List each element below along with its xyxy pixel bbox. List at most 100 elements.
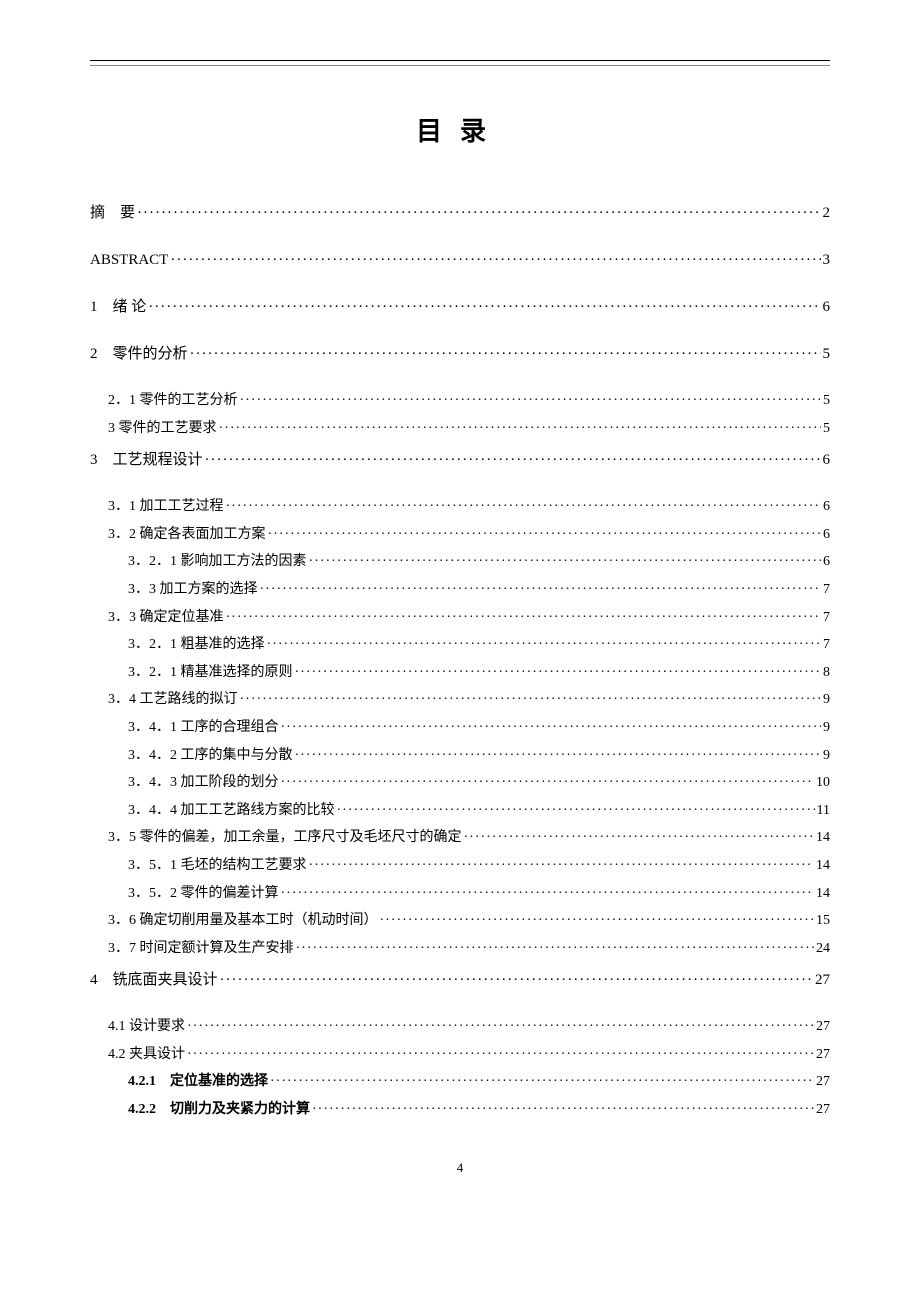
toc-leader-dots [226, 497, 822, 517]
toc-entry: 2 零件的分析 5 [90, 344, 830, 365]
toc-label: 4.2 夹具设计 [108, 1045, 185, 1065]
toc-entry: ABSTRACT 3 [90, 250, 830, 271]
toc-entry: 3．4．1 工序的合理组合9 [90, 718, 830, 738]
toc-label: 3．2．1 粗基准的选择 [128, 635, 265, 655]
toc-leader-dots [270, 1072, 814, 1092]
toc-entry: 3．4．2 工序的集中与分散 9 [90, 746, 830, 766]
toc-entry: 3．2．1 影响加工方法的因素6 [90, 552, 830, 572]
toc-leader-dots [380, 911, 815, 931]
toc-page-number: 27 [816, 1100, 830, 1120]
toc-label: 3．2 确定各表面加工方案 [108, 525, 266, 545]
toc-leader-dots [281, 718, 822, 738]
toc-leader-dots [337, 801, 815, 821]
toc-page-number: 6 [823, 297, 831, 318]
toc-entry: 3．2．1 精基准选择的原则 8 [90, 663, 830, 683]
toc-label: 3．4．2 工序的集中与分散 [128, 746, 293, 766]
toc-entry: 4.1 设计要求27 [90, 1017, 830, 1037]
toc-leader-dots [281, 773, 815, 793]
toc-entry: 3．6 确定切削用量及基本工时（机动时间）15 [90, 911, 830, 931]
toc-label: 3．4．4 加工工艺路线方案的比较 [128, 801, 335, 821]
toc-entry: 3．4．3 加工阶段的划分10 [90, 773, 830, 793]
header-rule-thick [90, 60, 830, 61]
toc-page-number: 8 [823, 663, 830, 683]
toc-page-number: 24 [816, 939, 830, 959]
toc-entry: 3．3 确定定位基准7 [90, 608, 830, 628]
toc-entry: 4.2.2 切削力及夹紧力的计算 27 [90, 1100, 830, 1120]
toc-label: 3．5 零件的偏差，加工余量，工序尺寸及毛坯尺寸的确定 [108, 828, 462, 848]
toc-label: 4.1 设计要求 [108, 1017, 185, 1037]
toc-leader-dots [187, 1017, 814, 1037]
toc-entry: 2．1 零件的工艺分析5 [90, 391, 830, 411]
toc-page-number: 9 [823, 746, 830, 766]
toc-leader-dots [220, 970, 813, 991]
toc-entry: 3．1 加工工艺过程6 [90, 497, 830, 517]
toc-label: 1 绪 论 [90, 297, 146, 318]
toc-leader-dots [309, 856, 815, 876]
toc-entry: 3．2．1 粗基准的选择7 [90, 635, 830, 655]
toc-entry: 3．5 零件的偏差，加工余量，工序尺寸及毛坯尺寸的确定14 [90, 828, 830, 848]
toc-page-number: 6 [823, 450, 831, 471]
toc-leader-dots [187, 1045, 814, 1065]
toc-label: 2 零件的分析 [90, 344, 188, 365]
toc-page-number: 3 [823, 250, 831, 271]
toc-entry: 3．4 工艺路线的拟订 9 [90, 690, 830, 710]
toc-entry: 4 铣底面夹具设计 27 [90, 970, 830, 991]
toc-label: 3．2．1 影响加工方法的因素 [128, 552, 307, 572]
toc-entry: 3．4．4 加工工艺路线方案的比较 11 [90, 801, 830, 821]
toc-leader-dots [137, 203, 820, 224]
toc-leader-dots [281, 884, 815, 904]
toc-label: 3．5．1 毛坯的结构工艺要求 [128, 856, 307, 876]
toc-page-number: 5 [823, 419, 830, 439]
toc-leader-dots [205, 450, 821, 471]
toc-label: 4.2.1 定位基准的选择 [128, 1072, 268, 1092]
toc-entry: 3．7 时间定额计算及生产安排 24 [90, 939, 830, 959]
toc-label: 3．3 加工方案的选择 [128, 580, 258, 600]
toc-leader-dots [296, 939, 815, 959]
toc-leader-dots [268, 525, 822, 545]
toc-entry: 1 绪 论 6 [90, 297, 830, 318]
toc-leader-dots [190, 344, 821, 365]
toc-leader-dots [148, 297, 820, 318]
toc-leader-dots [309, 552, 822, 572]
toc-page-number: 9 [823, 690, 830, 710]
toc-label: 4 铣底面夹具设计 [90, 970, 218, 991]
toc-label: 3 工艺规程设计 [90, 450, 203, 471]
toc-label: 2．1 零件的工艺分析 [108, 391, 238, 411]
toc-label: 3．2．1 精基准选择的原则 [128, 663, 293, 683]
toc-label: 摘 要 [90, 203, 135, 224]
toc-page-number: 27 [816, 1045, 830, 1065]
table-of-contents: 摘 要2ABSTRACT31 绪 论62 零件的分析52．1 零件的工艺分析53… [90, 203, 830, 1120]
toc-entry: 3 零件的工艺要求5 [90, 419, 830, 439]
toc-leader-dots [312, 1100, 814, 1120]
toc-leader-dots [295, 663, 822, 683]
toc-page-number: 27 [815, 970, 830, 991]
toc-entry: 3．5．1 毛坯的结构工艺要求 14 [90, 856, 830, 876]
toc-leader-dots [295, 746, 822, 766]
toc-label: 4.2.2 切削力及夹紧力的计算 [128, 1100, 310, 1120]
toc-page-number: 5 [823, 344, 831, 365]
toc-leader-dots [226, 608, 822, 628]
toc-label: 3．1 加工工艺过程 [108, 497, 224, 517]
toc-page-number: 14 [816, 856, 830, 876]
toc-label: ABSTRACT [90, 250, 168, 271]
toc-page-number: 7 [823, 608, 830, 628]
toc-entry: 4.2 夹具设计 27 [90, 1045, 830, 1065]
toc-page-number: 10 [816, 773, 830, 793]
toc-label: 3．5．2 零件的偏差计算 [128, 884, 279, 904]
toc-entry: 3．5．2 零件的偏差计算 14 [90, 884, 830, 904]
toc-page-number: 11 [817, 801, 830, 821]
toc-leader-dots [170, 250, 820, 271]
page-title: 目录 [90, 111, 830, 148]
toc-entry: 3．3 加工方案的选择 7 [90, 580, 830, 600]
toc-page-number: 14 [816, 884, 830, 904]
toc-page-number: 7 [823, 580, 830, 600]
toc-entry: 3 工艺规程设计 6 [90, 450, 830, 471]
toc-leader-dots [260, 580, 822, 600]
toc-leader-dots [240, 690, 822, 710]
toc-page-number: 27 [816, 1072, 830, 1092]
toc-entry: 3．2 确定各表面加工方案6 [90, 525, 830, 545]
toc-leader-dots [464, 828, 815, 848]
toc-leader-dots [267, 635, 822, 655]
toc-label: 3．4 工艺路线的拟订 [108, 690, 238, 710]
toc-label: 3．7 时间定额计算及生产安排 [108, 939, 294, 959]
